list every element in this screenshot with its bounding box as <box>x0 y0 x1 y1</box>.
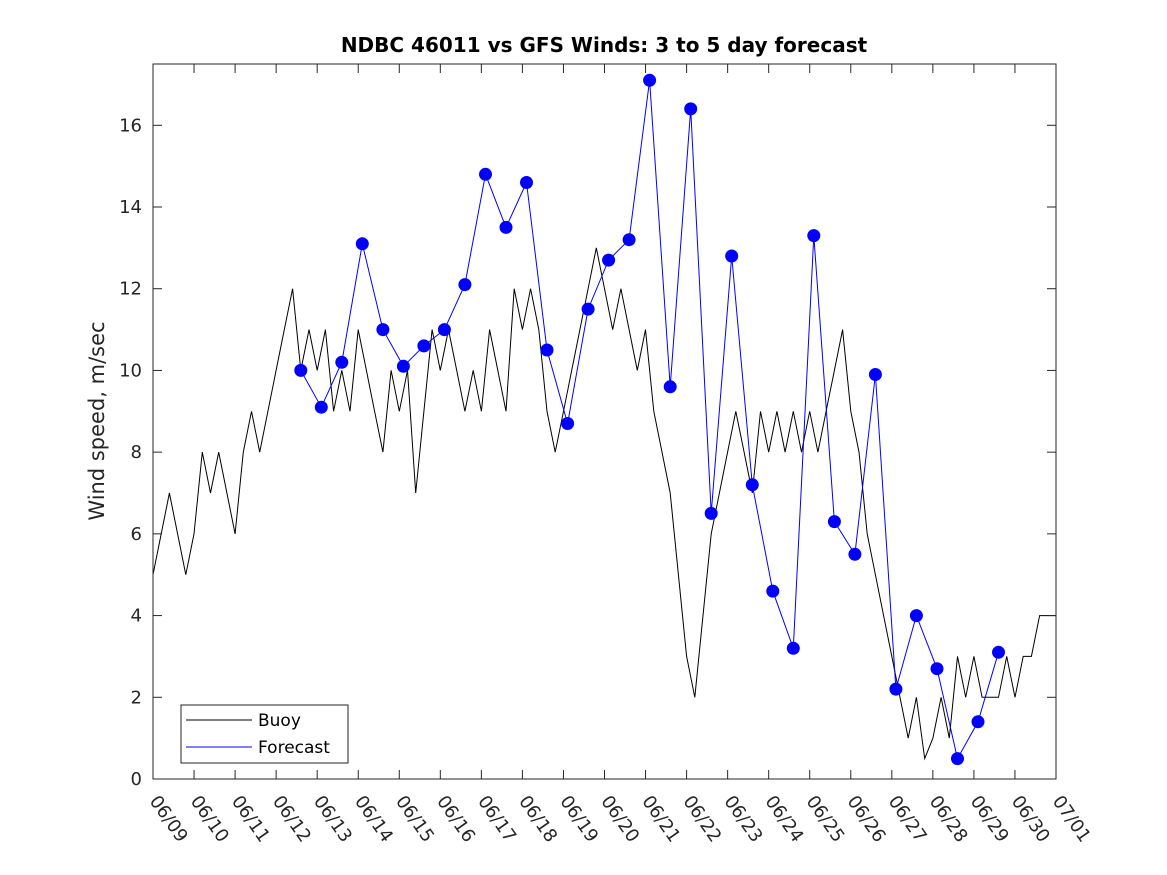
x-tick-label: 07/01 <box>1048 792 1095 847</box>
x-tick-label: 06/22 <box>678 792 725 847</box>
forecast-point <box>417 339 431 353</box>
x-tick-label: 06/19 <box>555 792 602 847</box>
y-tick-label: 4 <box>131 606 142 627</box>
forecast-point <box>437 323 451 337</box>
x-tick-label: 06/21 <box>637 792 684 847</box>
forecast-point <box>971 715 985 729</box>
forecast-point <box>540 343 554 357</box>
forecast-point <box>663 380 677 394</box>
forecast-point <box>376 323 390 337</box>
forecast-point <box>704 506 718 520</box>
forecast-markers <box>294 73 1005 766</box>
forecast-point <box>314 400 328 414</box>
x-tick-label: 06/15 <box>391 792 438 847</box>
legend-label-forecast: Forecast <box>258 738 330 758</box>
forecast-point <box>848 547 862 561</box>
forecast-point <box>889 682 903 696</box>
series-line-0 <box>152 247 1056 761</box>
forecast-point <box>520 176 533 189</box>
x-tick-label: 06/26 <box>843 792 890 847</box>
forecast-point <box>827 515 841 529</box>
forecast-point <box>643 73 657 87</box>
x-tick-label: 06/24 <box>761 792 808 847</box>
x-tick-label: 06/14 <box>350 792 397 847</box>
x-tick-label: 06/09 <box>145 792 192 847</box>
x-tick-label: 06/16 <box>432 792 479 847</box>
x-tick-label: 06/13 <box>309 792 356 847</box>
x-tick-label: 06/25 <box>802 792 849 847</box>
forecast-point <box>581 302 595 316</box>
y-tick-label: 6 <box>131 524 142 545</box>
forecast-point <box>355 237 369 251</box>
forecast-point <box>766 584 780 598</box>
forecast-point <box>479 167 492 181</box>
y-tick-label: 10 <box>119 360 142 381</box>
forecast-point <box>930 662 944 676</box>
y-tick-label: 8 <box>131 442 142 463</box>
plot-background <box>153 64 1056 779</box>
forecast-point <box>458 278 472 292</box>
forecast-point <box>951 752 964 766</box>
forecast-point <box>786 641 800 655</box>
forecast-point <box>868 368 882 381</box>
plot-area <box>152 63 1057 780</box>
x-tick-label: 06/28 <box>925 792 972 847</box>
x-tick-label: 06/12 <box>268 792 315 847</box>
y-tick-label: 12 <box>119 279 142 300</box>
forecast-point <box>807 229 821 243</box>
forecast-point <box>602 253 616 267</box>
y-tick-label: 0 <box>131 769 142 790</box>
forecast-point <box>294 363 308 377</box>
forecast-point <box>622 233 636 247</box>
x-tick-label: 06/29 <box>966 792 1013 847</box>
y-axis: 0 2 4 6 8 10 12 14 16 <box>119 115 1056 790</box>
x-tick-label: 06/10 <box>186 792 233 847</box>
x-tick-label: 06/18 <box>514 792 561 847</box>
forecast-point <box>499 220 513 234</box>
legend-label-buoy: Buoy <box>258 711 301 731</box>
legend-box <box>180 704 349 764</box>
forecast-point <box>745 478 759 492</box>
y-tick-label: 2 <box>131 687 142 708</box>
y-axis-label: Wind speed, m/sec <box>85 321 109 520</box>
forecast-point <box>396 359 410 373</box>
x-tick-label: 06/23 <box>720 792 767 847</box>
forecast-point <box>684 102 698 116</box>
y-tick-label: 16 <box>119 115 142 136</box>
forecast-point <box>992 645 1005 659</box>
x-tick-label: 06/17 <box>473 792 520 847</box>
x-tick-label: 06/11 <box>227 792 274 847</box>
x-tick-label: 06/30 <box>1007 792 1054 847</box>
forecast-point <box>909 609 923 623</box>
x-tick-label: 06/27 <box>884 792 931 847</box>
forecast-point <box>561 417 575 430</box>
legend: Buoy Forecast <box>180 704 349 764</box>
forecast-point <box>725 249 739 263</box>
forecast-point <box>335 355 349 369</box>
x-tick-label: 06/20 <box>596 792 643 847</box>
chart-title: NDBC 46011 vs GFS Winds: 3 to 5 day fore… <box>341 33 868 57</box>
y-tick-label: 14 <box>119 197 142 218</box>
